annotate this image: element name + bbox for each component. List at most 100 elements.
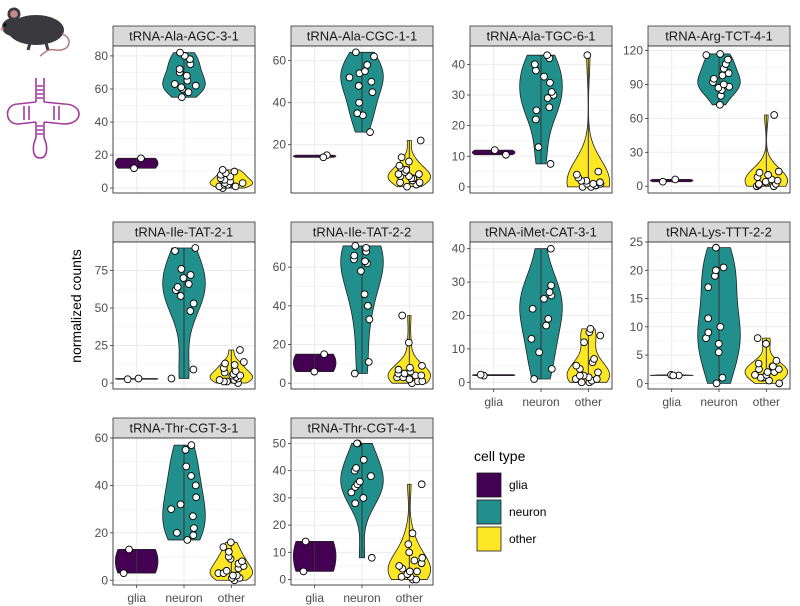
data-point: [184, 280, 193, 288]
data-point: [406, 363, 414, 372]
legend-key-other: [476, 526, 502, 552]
legend-key-glia: [476, 472, 502, 498]
data-point: [350, 251, 359, 260]
data-point: [714, 339, 723, 348]
y-tick-label: 60: [630, 111, 644, 125]
y-tick-label: 40: [452, 242, 466, 256]
panel-border: [290, 45, 434, 194]
data-point: [352, 48, 360, 57]
y-tick-label: 20: [452, 309, 466, 323]
data-point: [576, 371, 584, 380]
data-point: [364, 301, 372, 310]
data-point: [396, 178, 404, 187]
data-point: [395, 562, 404, 570]
y-tick-label: 10: [273, 545, 287, 559]
data-point: [367, 77, 376, 86]
data-point: [704, 283, 713, 292]
y-tick-label: 0: [101, 181, 108, 195]
data-point: [186, 307, 195, 315]
facet-title: tRNA-Ala-TGC-6-1: [486, 29, 595, 44]
data-point: [347, 488, 356, 497]
data-point: [710, 74, 718, 83]
y-tick-label: 20: [273, 138, 287, 152]
data-point: [415, 170, 423, 178]
data-point: [301, 537, 310, 546]
data-point: [546, 160, 555, 168]
facet-panel: tRNA-Ala-CGC-1-1 20 40 60: [273, 25, 434, 194]
data-point: [183, 536, 192, 544]
data-point: [658, 177, 667, 186]
data-point: [173, 528, 181, 537]
y-tick-label: 60: [273, 54, 287, 68]
data-point: [502, 150, 510, 159]
y-tick-label: 20: [630, 263, 644, 277]
data-point: [543, 51, 551, 60]
facet-title: tRNA-Thr-CGT-4-1: [307, 421, 416, 436]
data-point: [769, 362, 777, 371]
data-point: [353, 109, 362, 118]
data-point: [350, 369, 359, 378]
data-point: [405, 157, 413, 166]
data-point: [231, 182, 240, 191]
data-point: [532, 66, 540, 75]
data-point: [366, 128, 374, 136]
data-point: [370, 52, 378, 61]
data-point: [173, 283, 182, 291]
data-point: [354, 82, 363, 90]
data-point: [218, 166, 227, 174]
illustrations: [0, 7, 80, 159]
data-point: [310, 367, 319, 376]
data-point: [368, 88, 377, 97]
y-tick-label: 10: [452, 342, 466, 356]
y-tick-label: 0: [101, 376, 108, 390]
data-point: [572, 361, 581, 370]
data-point: [418, 361, 426, 370]
data-point: [361, 67, 369, 76]
y-tick-label: 5: [636, 348, 643, 362]
data-point: [189, 365, 198, 374]
y-tick-label: 25: [95, 339, 109, 353]
data-point: [236, 346, 244, 354]
data-point: [545, 103, 554, 112]
y-tick-label: 60: [95, 431, 109, 445]
data-point: [774, 167, 783, 176]
x-tick-label: other: [575, 395, 602, 409]
x-tick-label: glia: [127, 591, 146, 605]
data-point: [415, 178, 424, 187]
y-tick-label: 20: [95, 148, 109, 162]
data-point: [357, 267, 365, 275]
x-tick-label: glia: [484, 395, 503, 409]
data-point: [167, 374, 176, 383]
facet-title: tRNA-Ala-AGC-3-1: [129, 29, 239, 44]
data-point: [528, 304, 537, 313]
facet-panel: tRNA-Ile-TAT-2-1 0 25 50 75: [95, 221, 256, 390]
y-tick-label: 0: [458, 375, 465, 389]
data-point: [125, 545, 133, 554]
data-point: [718, 373, 727, 382]
data-point: [177, 83, 186, 92]
data-point: [184, 88, 193, 97]
y-tick-label: 0: [279, 376, 286, 390]
data-point: [238, 557, 246, 566]
legend-key-neuron: [476, 499, 502, 525]
data-point: [546, 78, 554, 87]
y-axis-title: normalized counts: [68, 249, 84, 363]
data-point: [176, 292, 185, 300]
data-point: [540, 72, 548, 81]
y-tick-label: 50: [95, 301, 109, 315]
legend-label-glia: glia: [509, 478, 528, 492]
y-tick-label: 30: [273, 491, 287, 505]
data-point: [367, 553, 376, 562]
y-tick-label: 50: [273, 436, 287, 450]
data-point: [403, 182, 411, 191]
data-point: [170, 80, 179, 88]
facet-panel: tRNA-Arg-TCT-4-1 0 30 60 90 120: [623, 25, 791, 194]
data-point: [230, 361, 239, 369]
data-point: [359, 455, 368, 464]
data-point: [191, 481, 200, 490]
y-tick-label: 20: [273, 518, 287, 532]
data-point: [543, 94, 552, 102]
data-point: [320, 350, 328, 359]
y-tick-label: 0: [636, 376, 643, 390]
data-point: [405, 567, 414, 576]
